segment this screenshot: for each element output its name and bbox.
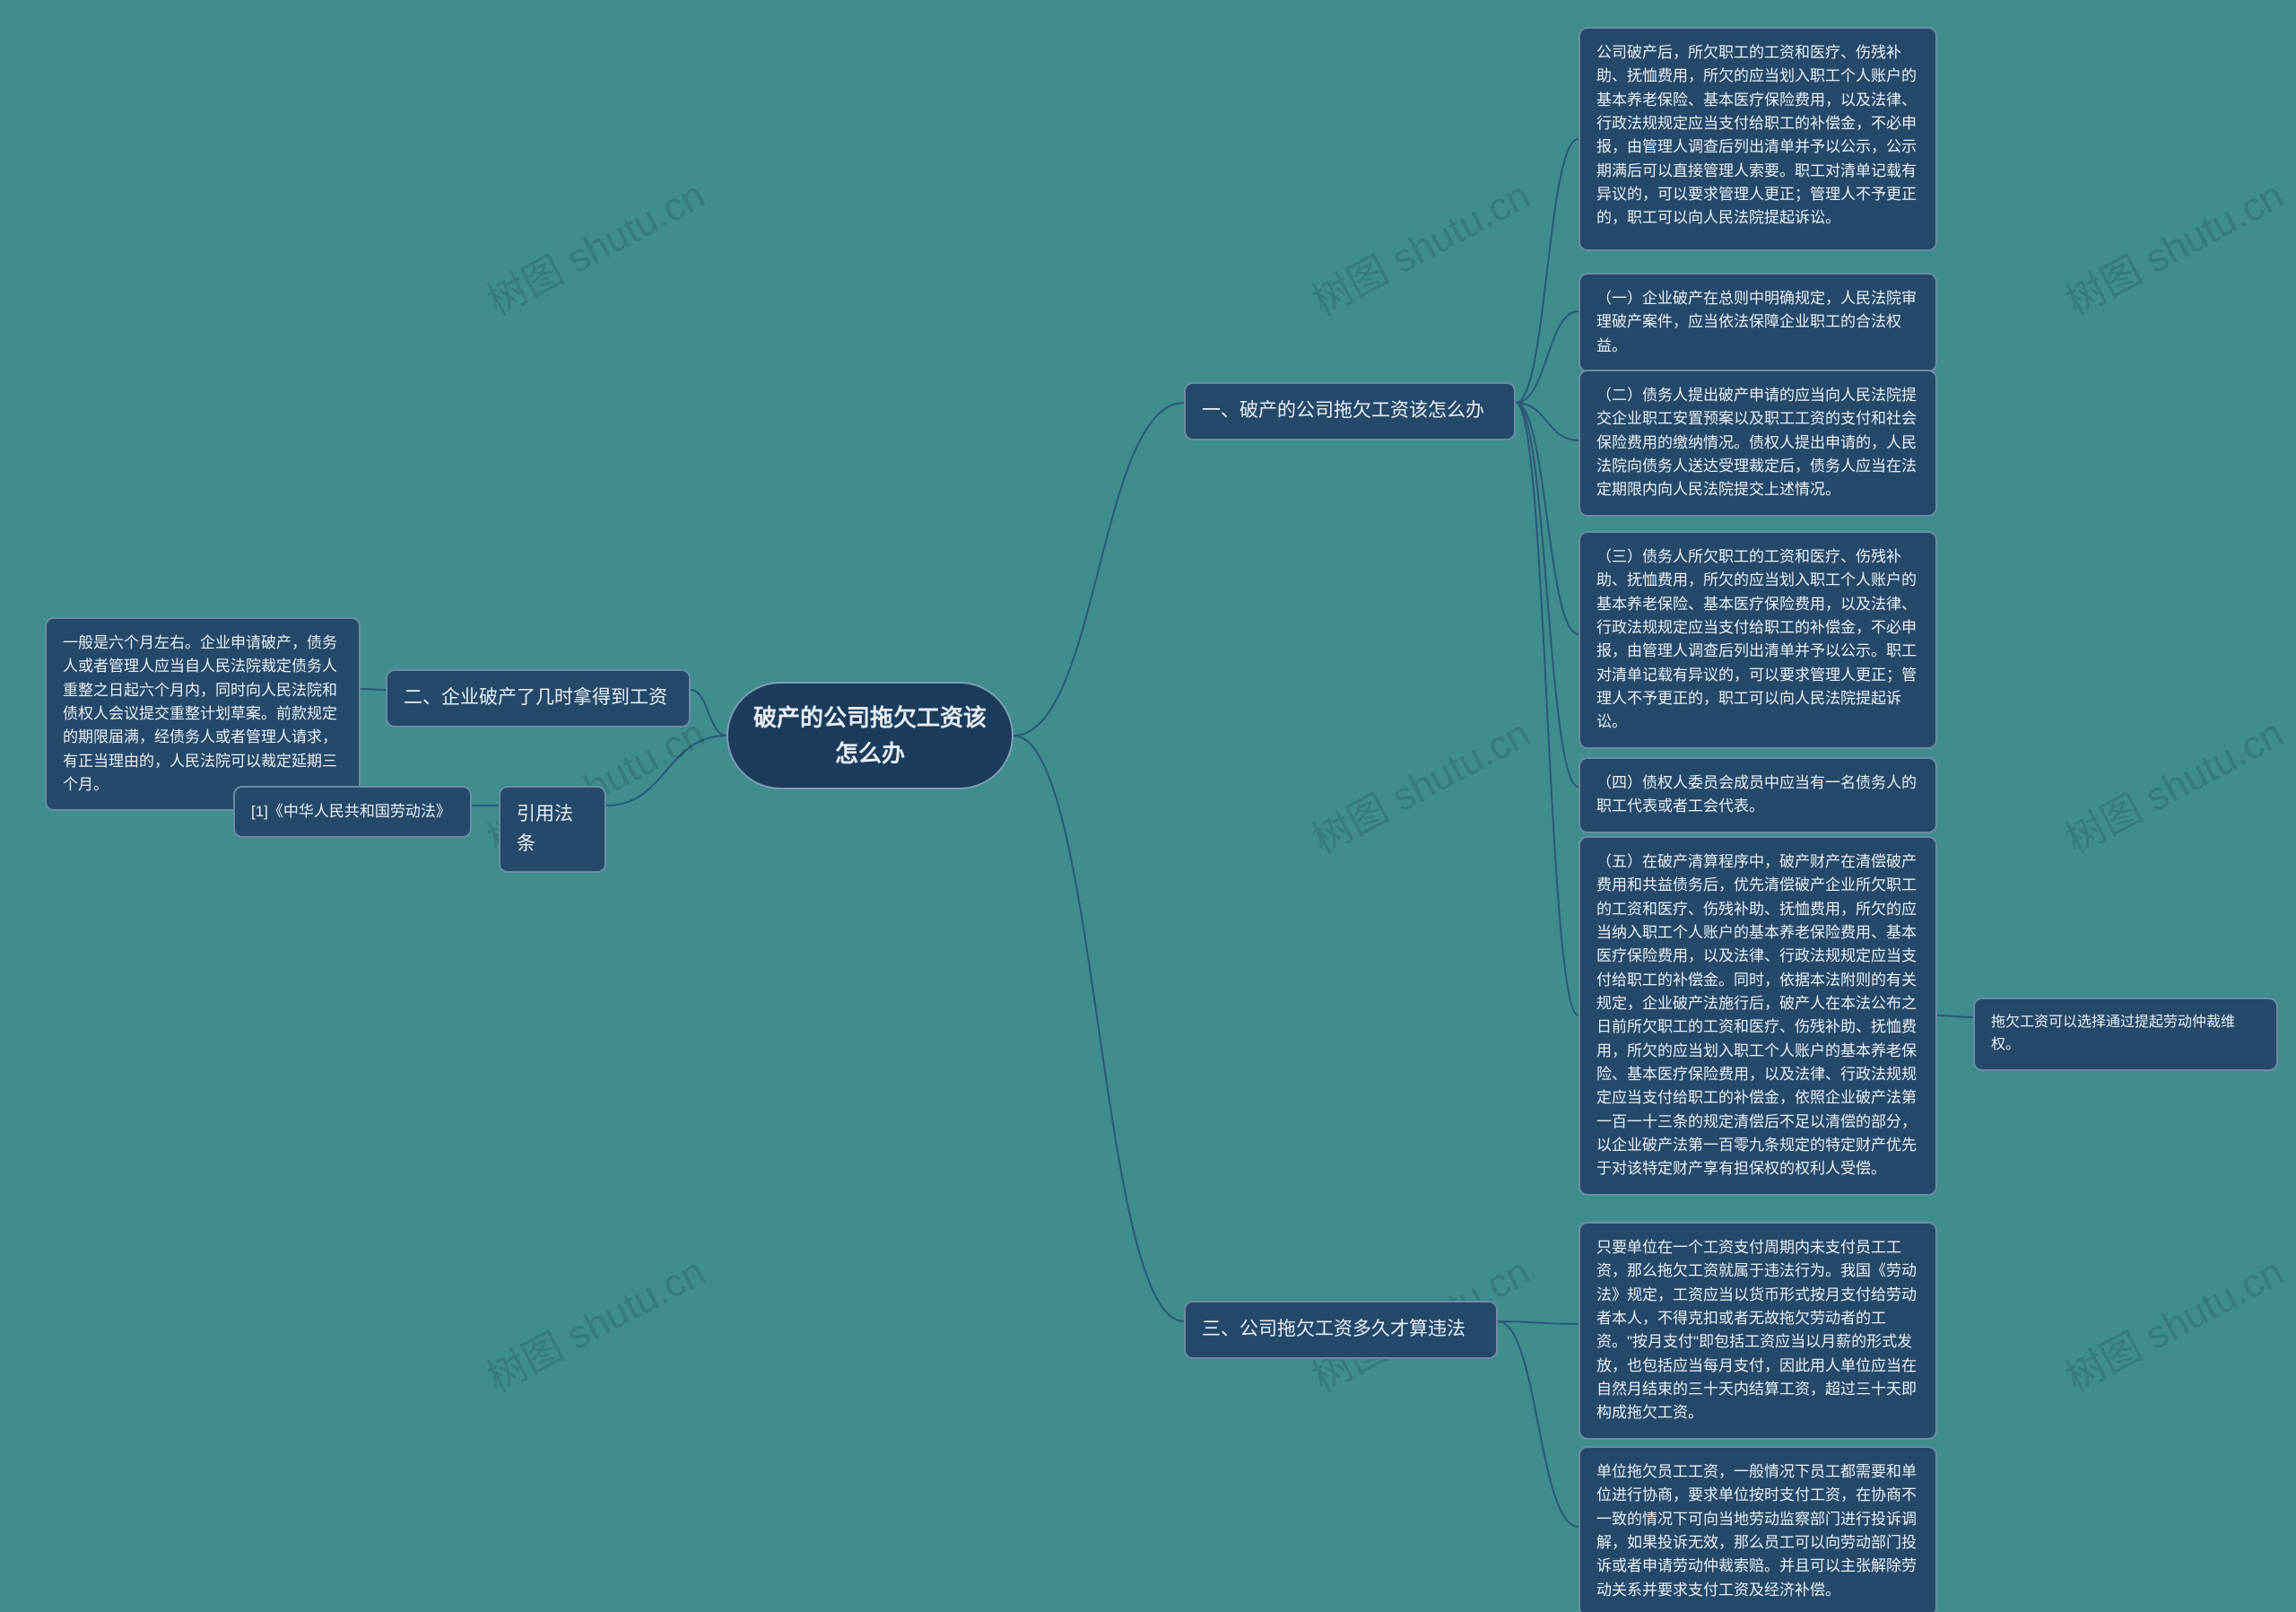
node-l1[interactable]: 公司破产后，所欠职工的工资和医疗、伤残补助、抚恤费用，所欠的应当划入职工个人账户… (1578, 27, 1937, 251)
node-l3[interactable]: （二）债务人提出破产申请的应当向人民法院提交企业职工安置预案以及职工工资的支付和… (1578, 370, 1937, 517)
node-b4[interactable]: 引用法条 (499, 786, 606, 873)
node-b3[interactable]: 二、企业破产了几时拿得到工资 (386, 669, 691, 728)
watermark: 树图 shutu.cn (2054, 701, 2292, 865)
node-l10[interactable]: [1]《中华人民共和国劳动法》 (233, 786, 472, 838)
watermark: 树图 shutu.cn (475, 163, 713, 327)
watermark: 树图 shutu.cn (475, 1240, 713, 1403)
node-l6b[interactable]: 拖欠工资可以选择通过提起劳动仲裁维权。 (1973, 998, 2278, 1071)
node-l8[interactable]: 单位拖欠员工工资，一般情况下员工都需要和单位进行协商，要求单位按时支付工资，在协… (1578, 1446, 1937, 1612)
node-l2[interactable]: （一）企业破产在总则中明确规定，人民法院审理破产案件，应当依法保障企业职工的合法… (1578, 273, 1937, 372)
watermark: 树图 shutu.cn (2054, 1240, 2292, 1403)
node-l7[interactable]: 只要单位在一个工资支付周期内未支付员工工资，那么拖欠工资就属于违法行为。我国《劳… (1578, 1222, 1937, 1440)
node-b2[interactable]: 三、公司拖欠工资多久才算违法 (1184, 1301, 1498, 1359)
node-center[interactable]: 破产的公司拖欠工资该怎么办 (726, 682, 1013, 789)
node-l9[interactable]: 一般是六个月左右。企业申请破产，债务人或者管理人应当自人民法院裁定债务人重整之日… (45, 617, 361, 811)
watermark: 树图 shutu.cn (2054, 163, 2292, 327)
mindmap-canvas: 树图 shutu.cn 树图 shutu.cn 树图 shutu.cn 树图 shut… (0, 0, 2296, 1612)
node-l5[interactable]: （四）债权人委员会成员中应当有一名债务人的职工代表或者工会代表。 (1578, 757, 1937, 833)
node-b1[interactable]: 一、破产的公司拖欠工资该怎么办 (1184, 382, 1516, 440)
watermark: 树图 shutu.cn (1300, 163, 1538, 327)
node-l4[interactable]: （三）债务人所欠职工的工资和医疗、伤残补助、抚恤费用，所欠的应当划入职工个人账户… (1578, 531, 1937, 749)
watermark: 树图 shutu.cn (1300, 701, 1538, 865)
node-l6[interactable]: （五）在破产清算程序中，破产财产在清偿破产费用和共益债务后，优先清偿破产企业所欠… (1578, 836, 1937, 1196)
